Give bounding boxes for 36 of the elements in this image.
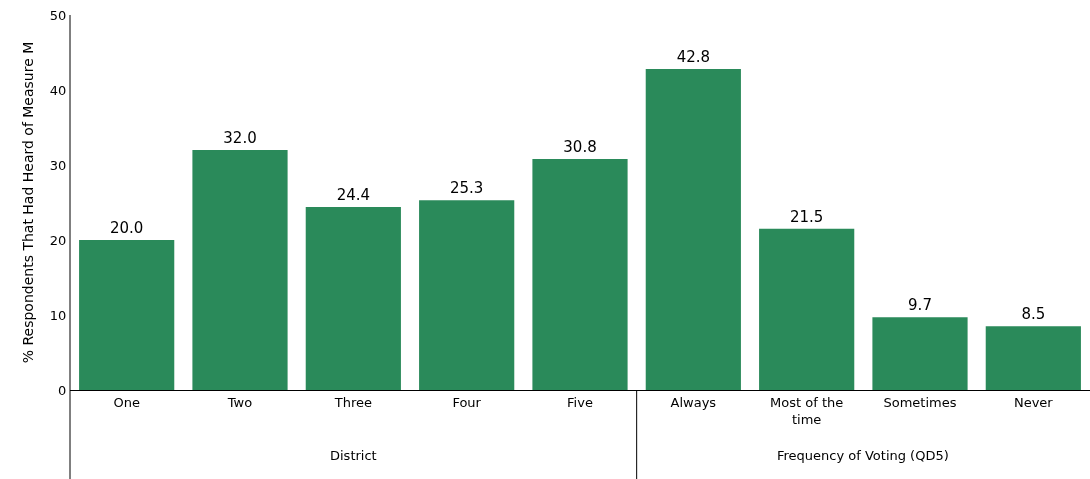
x-tick-label: Never (1013, 394, 1054, 410)
y-tick-label: 30 (49, 157, 67, 173)
y-tick-label: 50 (49, 7, 67, 23)
y-tick-label: 0 (58, 382, 67, 398)
data-label: 20.0 (109, 219, 144, 237)
text: District (330, 448, 377, 463)
x-tick-label: Most of the time (770, 394, 844, 427)
text: Frequency of Voting (QD5) (777, 448, 949, 463)
bar (759, 228, 855, 390)
bar (192, 150, 288, 390)
x-tick-label: Sometimes (883, 394, 957, 410)
y-tick-label: 10 (49, 307, 67, 323)
x-tick-label: Two (226, 394, 253, 410)
bar (532, 159, 628, 390)
x-tick-label: Three (333, 394, 372, 410)
data-label: 32.0 (223, 129, 257, 147)
x-tick-label: Four (452, 394, 482, 410)
data-label: 24.4 (336, 186, 371, 204)
bar (872, 317, 968, 390)
x-tick-label: One (113, 394, 140, 410)
y-tick-label: 20 (49, 232, 67, 248)
data-label: 30.8 (563, 138, 597, 156)
data-label: 8.5 (1021, 305, 1046, 324)
x-tick-label: Always (670, 394, 717, 410)
data-label: 25.3 (449, 179, 484, 198)
data-label: 9.7 (908, 296, 932, 315)
bar (645, 69, 741, 390)
y-axis-title: % Respondents That Had Heard of Measure M (20, 41, 37, 364)
bar (305, 207, 401, 390)
bar (985, 326, 1081, 390)
data-label: 21.5 (789, 207, 824, 226)
y-tick-label: 40 (49, 82, 67, 98)
x-tick-label: Five (567, 394, 593, 410)
bar (79, 240, 175, 390)
data-label: 42.8 (676, 48, 711, 66)
bar (419, 200, 515, 390)
